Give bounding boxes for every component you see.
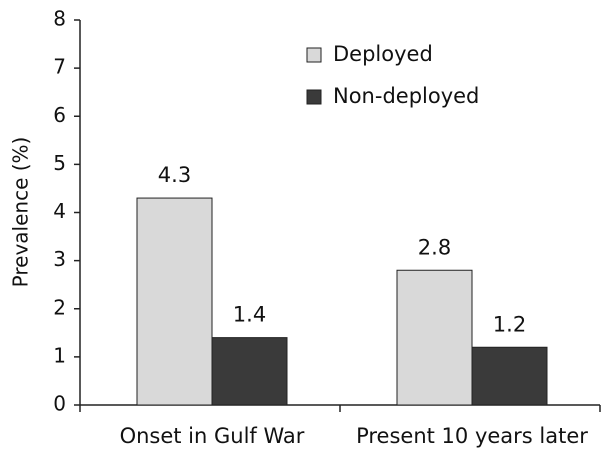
legend-swatch <box>306 89 322 105</box>
legend-label: Non-deployed <box>333 84 479 108</box>
bar <box>471 346 548 406</box>
bar <box>211 337 288 406</box>
y-tick-label: 1 <box>53 343 66 367</box>
legend-swatch <box>306 47 322 63</box>
y-tick-label: 8 <box>53 7 66 31</box>
y-tick-label: 0 <box>53 392 66 416</box>
data-label: 1.4 <box>233 303 266 327</box>
x-tick-label: Present 10 years later <box>356 424 588 448</box>
data-label: 4.3 <box>158 163 191 187</box>
y-tick-label: 3 <box>53 247 66 271</box>
data-label: 2.8 <box>418 235 451 259</box>
y-tick-label: 4 <box>53 199 66 223</box>
bar <box>396 269 473 406</box>
bar <box>136 197 213 406</box>
y-tick-label: 5 <box>53 151 66 175</box>
x-tick-label: Onset in Gulf War <box>120 424 305 448</box>
y-tick-label: 2 <box>53 295 66 319</box>
data-label: 1.2 <box>493 312 526 336</box>
legend-label: Deployed <box>333 42 433 66</box>
y-tick-label: 7 <box>53 55 66 79</box>
y-tick-label: 6 <box>53 103 66 127</box>
y-axis-label: Prevalence (%) <box>9 137 33 288</box>
